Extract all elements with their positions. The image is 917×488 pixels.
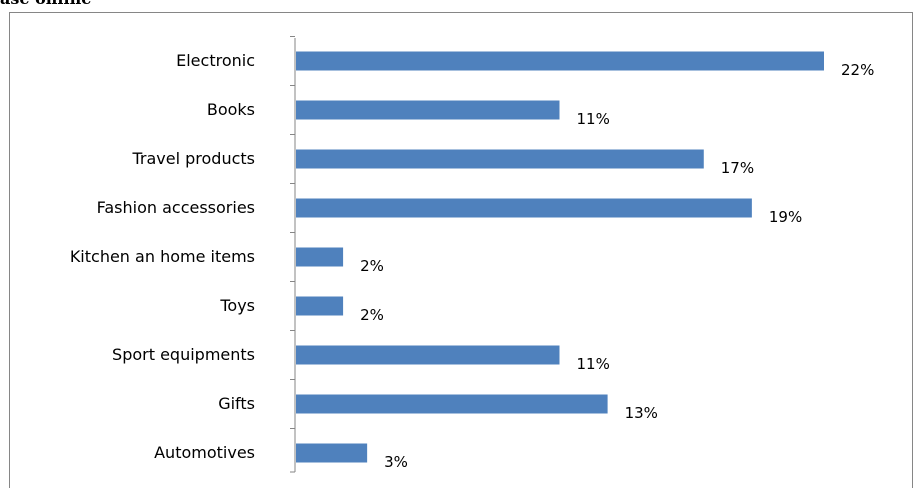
data-label-books: 11% (577, 110, 610, 128)
category-label-electronic: Electronic (176, 51, 255, 70)
bar-books (296, 100, 560, 120)
axis-layer (290, 36, 296, 473)
data-label-sport-equipments: 11% (577, 355, 610, 373)
data-label-gifts: 13% (625, 404, 658, 422)
labels-layer: Electronic 22% Books 11% Travel products 17% F… (70, 51, 875, 471)
bars-layer (296, 51, 824, 463)
data-label-electronic: 22% (841, 61, 874, 79)
data-label-kitchen-an-home-items: 2% (360, 257, 384, 275)
category-label-toys: Toys (219, 296, 255, 315)
category-label-automotives: Automotives (154, 443, 255, 462)
category-label-books: Books (207, 100, 255, 119)
bar-kitchen-an-home-items (296, 247, 344, 267)
chart-title-fragment: ase online (0, 0, 91, 8)
category-label-kitchen-an-home-items: Kitchen an home items (70, 247, 255, 266)
bar-gifts (296, 394, 608, 414)
category-label-gifts: Gifts (218, 394, 255, 413)
bar-sport-equipments (296, 345, 560, 365)
category-label-fashion-accessories: Fashion accessories (97, 198, 255, 217)
category-label-sport-equipments: Sport equipments (112, 345, 255, 364)
bar-toys (296, 296, 344, 316)
bar-automotives (296, 443, 368, 463)
data-label-automotives: 3% (384, 453, 408, 471)
data-label-toys: 2% (360, 306, 384, 324)
bar-fashion-accessories (296, 198, 752, 218)
bar-travel-products (296, 149, 704, 169)
bar-electronic (296, 51, 824, 71)
category-label-travel-products: Travel products (131, 149, 255, 168)
data-label-fashion-accessories: 19% (769, 208, 802, 226)
data-label-travel-products: 17% (721, 159, 754, 177)
